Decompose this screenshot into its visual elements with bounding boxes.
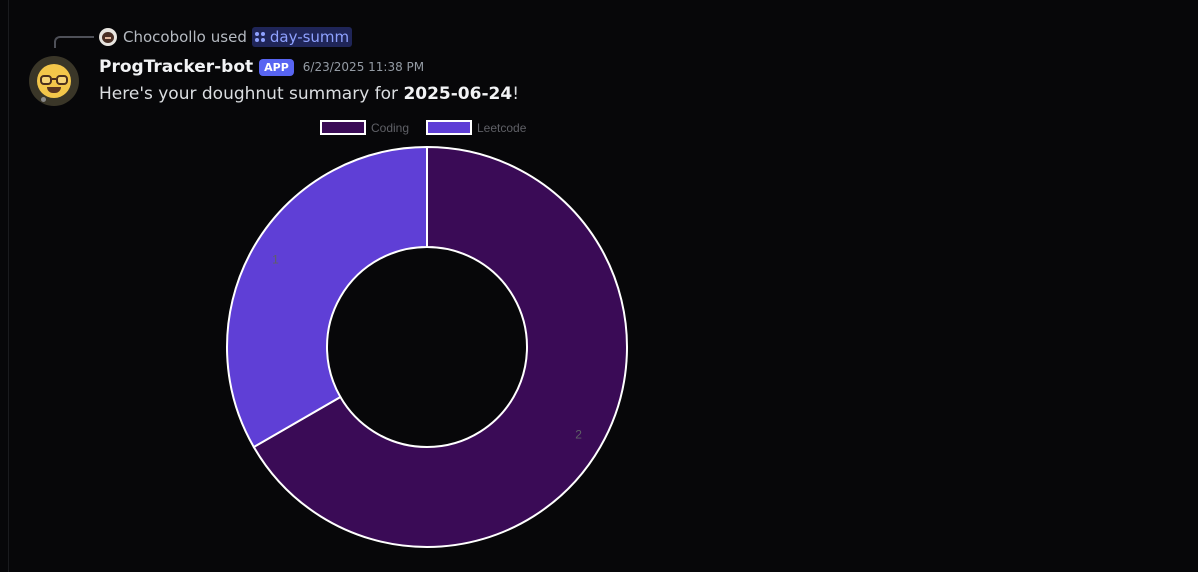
slash-command-chip[interactable]: day-summ — [251, 27, 353, 47]
legend-label-leetcode[interactable]: Leetcode — [477, 121, 527, 135]
message-header: ProgTracker-bot APP 6/23/2025 11:38 PM — [99, 56, 424, 78]
message-text-prefix: Here's your doughnut summary for — [99, 84, 404, 104]
legend-swatch-coding[interactable] — [320, 120, 366, 135]
bot-avatar[interactable] — [29, 56, 79, 106]
command-used-label: used — [210, 28, 247, 46]
data-label-coding: 2 — [575, 428, 582, 442]
message-content: Here's your doughnut summary for 2025-06… — [99, 83, 519, 105]
user-avatar-icon[interactable] — [99, 28, 117, 46]
summary-date: 2025-06-24 — [403, 84, 513, 104]
data-label-leetcode: 1 — [272, 253, 279, 267]
message-text-suffix: ! — [512, 84, 520, 104]
slash-command-name: day-summ — [269, 28, 350, 46]
reply-connector — [54, 36, 94, 48]
bot-username[interactable]: ProgTracker-bot — [99, 57, 254, 77]
message-timestamp[interactable]: 6/23/2025 11:38 PM — [302, 60, 425, 74]
doughnut-chart-attachment[interactable]: Coding Leetcode 2 1 — [220, 114, 640, 554]
doughnut-slice-coding[interactable] — [252, 145, 628, 548]
app-badge: APP — [259, 58, 294, 76]
command-user-name[interactable]: Chocobollo — [123, 28, 206, 46]
channel-divider — [8, 0, 9, 572]
legend-swatch-leetcode[interactable] — [426, 120, 472, 135]
legend-label-coding[interactable]: Coding — [371, 121, 409, 135]
slash-command-icon — [254, 32, 265, 42]
command-reply-context[interactable]: Chocobollo used day-summ — [99, 27, 353, 47]
doughnut-slice-leetcode[interactable] — [226, 145, 428, 449]
offline-status-dot — [41, 97, 46, 102]
